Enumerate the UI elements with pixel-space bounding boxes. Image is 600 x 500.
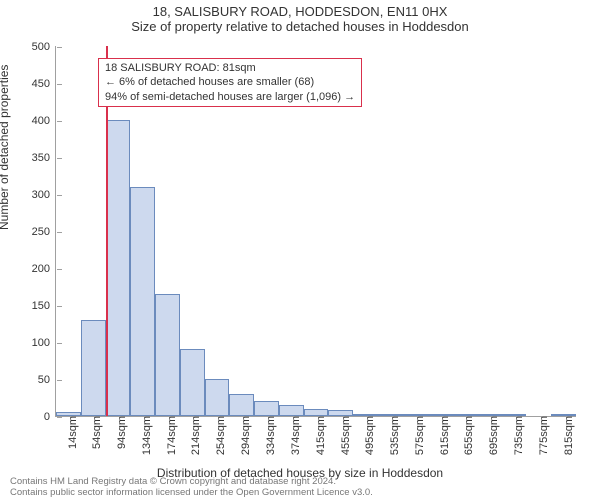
x-tick: 174sqm <box>164 416 178 455</box>
histogram-bar <box>427 414 452 416</box>
x-tick: 134sqm <box>139 416 153 455</box>
histogram-bar <box>56 412 81 416</box>
x-tick: 575sqm <box>412 416 426 455</box>
histogram-bar <box>477 414 502 416</box>
histogram-bar <box>279 405 304 416</box>
histogram-chart: 18, SALISBURY ROAD, HODDESDON, EN11 0HX … <box>0 0 600 500</box>
histogram-bar <box>378 414 403 416</box>
annotation-line-1: 18 SALISBURY ROAD: 81sqm <box>105 61 355 75</box>
y-tick: 400 <box>32 115 56 127</box>
x-tick: 495sqm <box>362 416 376 455</box>
x-tick: 14sqm <box>65 416 79 449</box>
histogram-bar <box>452 414 477 416</box>
annotation-box: 18 SALISBURY ROAD: 81sqm← 6% of detached… <box>98 58 362 107</box>
histogram-bar <box>106 120 131 416</box>
x-tick: 214sqm <box>188 416 202 455</box>
footer-attribution: Contains HM Land Registry data © Crown c… <box>10 477 373 498</box>
plot-area: 05010015020025030035040045050014sqm54sqm… <box>55 46 576 417</box>
y-tick: 0 <box>44 411 56 423</box>
x-tick: 615sqm <box>437 416 451 455</box>
x-tick: 294sqm <box>238 416 252 455</box>
chart-title-line2: Size of property relative to detached ho… <box>0 19 600 38</box>
y-tick: 200 <box>32 263 56 275</box>
histogram-bar <box>180 349 205 416</box>
y-axis-label: Number of detached properties <box>0 65 11 230</box>
y-tick: 300 <box>32 189 56 201</box>
histogram-bar <box>130 187 155 416</box>
x-tick: 455sqm <box>338 416 352 455</box>
x-tick: 775sqm <box>536 416 550 455</box>
footer-line1: Contains HM Land Registry data © Crown c… <box>10 477 373 487</box>
footer-line2: Contains public sector information licen… <box>10 488 373 498</box>
histogram-bar <box>155 294 180 416</box>
x-tick: 695sqm <box>486 416 500 455</box>
y-tick: 150 <box>32 300 56 312</box>
x-tick: 54sqm <box>89 416 103 449</box>
x-tick: 254sqm <box>213 416 227 455</box>
annotation-line-3: 94% of semi-detached houses are larger (… <box>105 90 355 104</box>
histogram-bar <box>205 379 230 416</box>
y-tick: 50 <box>38 374 56 386</box>
x-tick: 94sqm <box>114 416 128 449</box>
x-tick: 334sqm <box>263 416 277 455</box>
histogram-bar <box>502 414 527 416</box>
x-tick: 815sqm <box>561 416 575 455</box>
annotation-line-2: ← 6% of detached houses are smaller (68) <box>105 75 355 89</box>
y-tick: 500 <box>32 41 56 53</box>
histogram-bar <box>403 414 428 416</box>
histogram-bar <box>551 414 576 416</box>
x-tick: 415sqm <box>313 416 327 455</box>
x-tick: 535sqm <box>387 416 401 455</box>
histogram-bar <box>254 401 279 416</box>
x-tick: 374sqm <box>288 416 302 455</box>
y-tick: 450 <box>32 78 56 90</box>
chart-title-line1: 18, SALISBURY ROAD, HODDESDON, EN11 0HX <box>0 0 600 19</box>
histogram-bar <box>304 409 329 416</box>
x-tick: 655sqm <box>461 416 475 455</box>
histogram-bar <box>328 410 353 416</box>
y-tick: 100 <box>32 337 56 349</box>
x-tick: 735sqm <box>511 416 525 455</box>
histogram-bar <box>81 320 106 416</box>
histogram-bar <box>229 394 254 416</box>
y-tick: 350 <box>32 152 56 164</box>
y-tick: 250 <box>32 226 56 238</box>
histogram-bar <box>353 414 378 416</box>
